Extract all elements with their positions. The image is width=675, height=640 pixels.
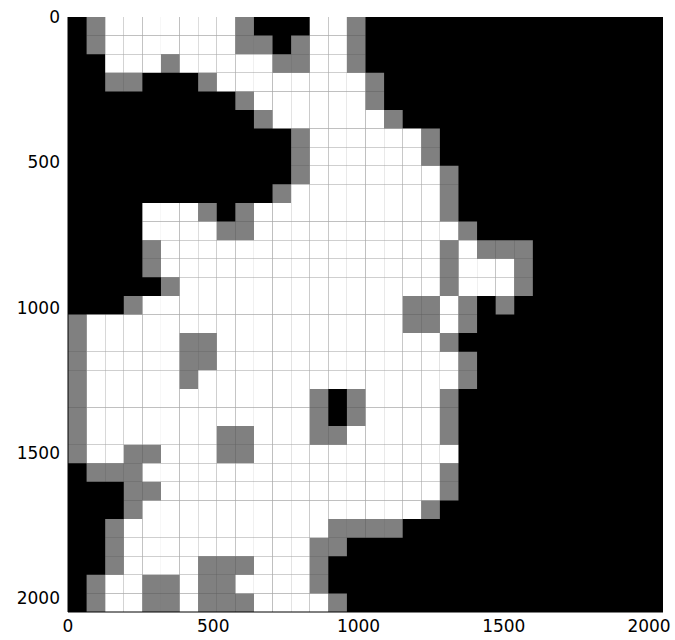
- svg-text:0: 0: [63, 616, 74, 636]
- svg-text:500: 500: [28, 152, 60, 172]
- svg-text:2000: 2000: [17, 588, 60, 608]
- svg-text:0: 0: [49, 7, 60, 27]
- svg-text:1000: 1000: [17, 298, 60, 318]
- svg-text:1500: 1500: [482, 616, 525, 636]
- svg-text:500: 500: [197, 616, 229, 636]
- svg-text:2000: 2000: [627, 616, 670, 636]
- svg-text:1500: 1500: [17, 443, 60, 463]
- svg-text:1000: 1000: [337, 616, 380, 636]
